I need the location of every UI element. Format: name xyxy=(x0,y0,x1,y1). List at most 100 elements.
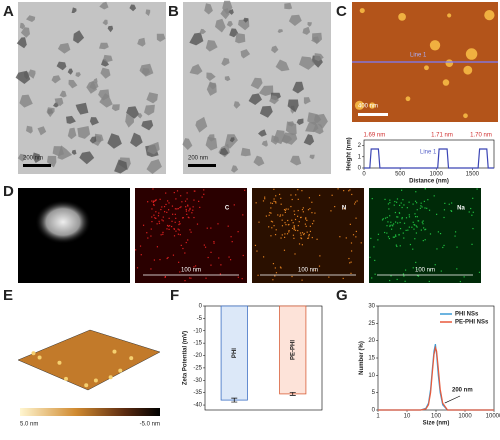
eds-dot xyxy=(388,208,390,210)
eds-dot xyxy=(356,200,358,202)
eds-dot xyxy=(280,197,282,199)
nanosheet xyxy=(51,75,61,84)
eds-dot xyxy=(370,237,372,240)
eds-dot xyxy=(351,193,353,196)
eds-dot xyxy=(228,256,230,258)
eds-dot xyxy=(406,207,408,209)
eds-dot xyxy=(190,231,192,233)
eds-dot xyxy=(330,210,332,212)
nanosheet xyxy=(67,127,77,140)
nanosheet xyxy=(248,93,262,105)
nanosheet xyxy=(59,90,67,98)
error-bar xyxy=(289,392,296,396)
eds-dot xyxy=(420,205,422,207)
bar-label: PE-PHI xyxy=(290,340,296,360)
eds-dot xyxy=(270,212,272,214)
eds-dot xyxy=(142,224,145,226)
eds-dot xyxy=(241,278,243,280)
eds-dot xyxy=(386,216,388,219)
eds-dot xyxy=(297,225,299,227)
nanosheet xyxy=(146,159,162,174)
eds-dot xyxy=(184,252,186,254)
series-line xyxy=(378,343,494,411)
legend-label: PE-PHI NSs xyxy=(455,320,489,326)
eds-dot xyxy=(354,201,357,203)
nanosheet xyxy=(16,37,27,49)
eds-dot xyxy=(229,259,232,261)
eds-dot xyxy=(153,204,155,206)
eds-dot xyxy=(174,221,176,223)
eds-dot xyxy=(298,243,301,245)
eds-dot xyxy=(422,223,424,225)
eds-dot xyxy=(414,224,416,226)
eds-dot xyxy=(313,220,315,222)
annotation: 200 nm xyxy=(452,388,473,394)
afm-flake xyxy=(484,9,495,21)
eds-image xyxy=(369,188,481,283)
haadf-particle xyxy=(35,200,91,244)
eds-dot xyxy=(180,244,182,246)
eds-dot xyxy=(186,213,188,216)
eds-dot xyxy=(433,195,435,197)
eds-dot xyxy=(179,206,181,209)
eds-dot xyxy=(436,213,438,215)
eds-dot xyxy=(414,238,416,240)
nanosheet xyxy=(307,112,322,125)
eds-dot xyxy=(307,237,310,239)
eds-dot xyxy=(150,228,152,230)
eds-dot xyxy=(257,274,259,276)
afm-3d-flake xyxy=(93,378,98,383)
eds-dot xyxy=(147,237,149,239)
eds-dot xyxy=(401,216,403,219)
nanosheet xyxy=(253,155,265,167)
eds-dot xyxy=(422,239,424,242)
eds-dot xyxy=(179,271,181,273)
nanosheet xyxy=(20,27,30,38)
eds-dot xyxy=(293,210,295,212)
y-tick-label: -40 xyxy=(193,403,202,409)
eds-dot xyxy=(331,194,333,196)
eds-dot xyxy=(468,211,470,213)
eds-dot xyxy=(176,190,179,192)
eds-dot xyxy=(166,257,168,260)
eds-dot xyxy=(271,202,274,205)
eds-dot xyxy=(463,276,465,278)
eds-dot xyxy=(300,237,302,239)
nanosheet xyxy=(66,115,76,124)
eds-dot xyxy=(273,198,275,200)
eds-dot xyxy=(392,225,394,227)
nanosheet xyxy=(258,129,267,137)
scale-bar xyxy=(23,164,51,167)
eds-dot xyxy=(413,223,415,226)
eds-dot xyxy=(439,232,442,235)
eds-dot xyxy=(153,259,155,261)
eds-dot xyxy=(415,191,417,193)
eds-dot xyxy=(284,233,286,235)
eds-dot xyxy=(478,271,481,273)
eds-dot xyxy=(188,277,191,279)
eds-dot xyxy=(154,217,156,219)
eds-dot xyxy=(155,199,157,201)
eds-dot xyxy=(301,190,303,192)
nanosheet xyxy=(54,97,64,107)
eds-dot xyxy=(151,208,153,210)
y-axis-label: Number (%) xyxy=(359,341,365,375)
eds-dot xyxy=(373,246,375,248)
eds-dot xyxy=(153,214,155,216)
eds-dot xyxy=(389,224,391,226)
nanosheet xyxy=(229,28,239,38)
eds-dot xyxy=(162,216,164,218)
eds-dot xyxy=(416,209,418,211)
eds-dot xyxy=(237,231,239,233)
eds-dot xyxy=(417,275,420,277)
x-axis-label: Distance (nm) xyxy=(409,179,449,185)
eds-dot xyxy=(268,214,270,216)
nanosheet xyxy=(199,28,207,34)
eds-dot xyxy=(342,277,344,280)
eds-dot xyxy=(309,208,311,210)
height-label: 1.70 nm xyxy=(470,133,492,139)
nanosheet xyxy=(277,29,283,33)
eds-dot xyxy=(426,207,428,209)
eds-dot xyxy=(391,224,393,226)
eds-dot xyxy=(387,221,389,223)
